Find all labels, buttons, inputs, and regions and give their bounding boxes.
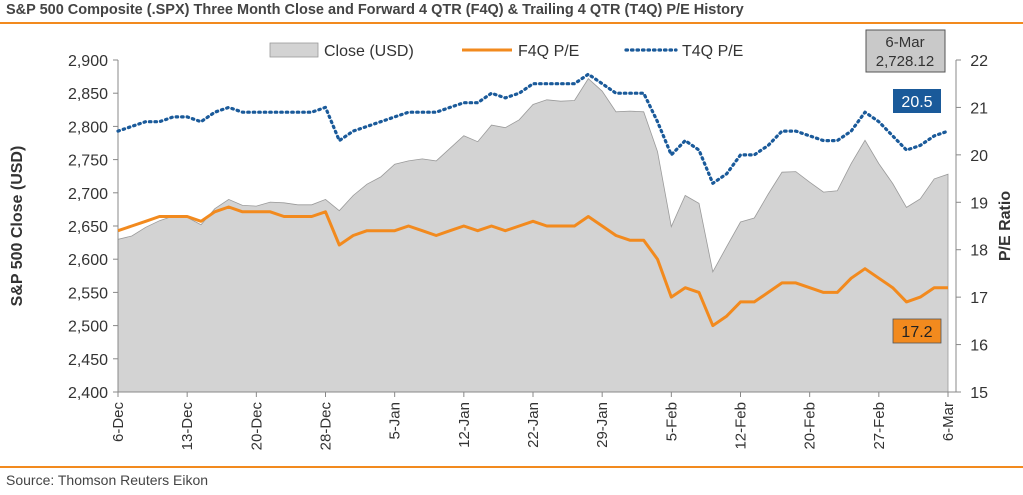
x-tick-label: 27-Feb [871,402,888,450]
x-tick-label: 12-Feb [733,402,750,450]
legend-label-f4q: F4Q P/E [518,43,579,60]
y-right-tick-label: 17 [970,290,988,307]
f4q-callout-value: 17.2 [901,324,932,341]
x-tick-label: 13-Dec [179,402,196,451]
y-left-tick-label: 2,900 [68,53,108,70]
x-tick-label: 20-Dec [248,402,265,451]
y-left-tick-label: 2,600 [68,252,108,269]
legend-label-close: Close (USD) [324,43,414,60]
y-right-tick-label: 20 [970,148,988,165]
legend-swatch-close [269,42,319,58]
bottom-rule [0,466,1023,468]
y-right-tick-label: 19 [970,195,988,212]
x-tick-label: 5-Feb [663,402,680,441]
last-close-box [865,29,946,73]
y-right-tick-label: 18 [970,243,988,260]
x-tick-label: 22-Jan [525,402,542,448]
x-tick-label: 12-Jan [456,402,473,448]
t4q-line [116,72,950,185]
y-left-tick-label: 2,750 [68,153,108,170]
x-tick-label: 6-Mar [940,402,957,441]
legend-label-t4q: T4Q P/E [682,43,743,60]
t4q-callout-box [893,89,941,113]
y-left-tick-label: 2,800 [68,119,108,136]
y-left-tick-label: 2,500 [68,319,108,336]
y-right-tick-label: 22 [970,53,988,70]
y-left-axis-title: S&P 500 Close (USD) [9,146,26,307]
x-tick-label: 20-Feb [802,402,819,450]
chart-svg: 2,400 2,450 2,500 2,550 2,600 2,650 2,700 2,750… [9,29,1014,451]
close-area [117,77,949,393]
t4q-callout-value: 20.5 [901,94,932,111]
y-left-tick-label: 2,450 [68,352,108,369]
chart-title: S&P 500 Composite (.SPX) Three Month Clo… [6,2,744,18]
y-left-tick-label: 2,550 [68,285,108,302]
y-left-tick-label: 2,700 [68,186,108,203]
f4q-callout-box [892,318,942,344]
x-tick-label: 6-Dec [110,402,127,443]
last-close-value: 2,728.12 [876,53,934,70]
last-close-date: 6-Mar [885,34,924,51]
y-right-axis-title: P/E Ratio [997,191,1014,261]
f4q-line [117,205,948,328]
y-left-tick-label: 2,650 [68,219,108,236]
y-right-tick-label: 21 [970,100,988,117]
x-tick-label: 29-Jan [594,402,611,448]
y-right-tick-label: 15 [970,385,988,402]
top-rule [0,22,1023,24]
y-left-tick-label: 2,400 [68,385,108,402]
source-note: Source: Thomson Reuters Eikon [6,472,209,488]
x-tick-label: 28-Dec [318,402,335,451]
y-left-tick-label: 2,850 [68,86,108,103]
x-tick-label: 5-Jan [387,402,404,440]
y-right-tick-label: 16 [970,338,988,355]
